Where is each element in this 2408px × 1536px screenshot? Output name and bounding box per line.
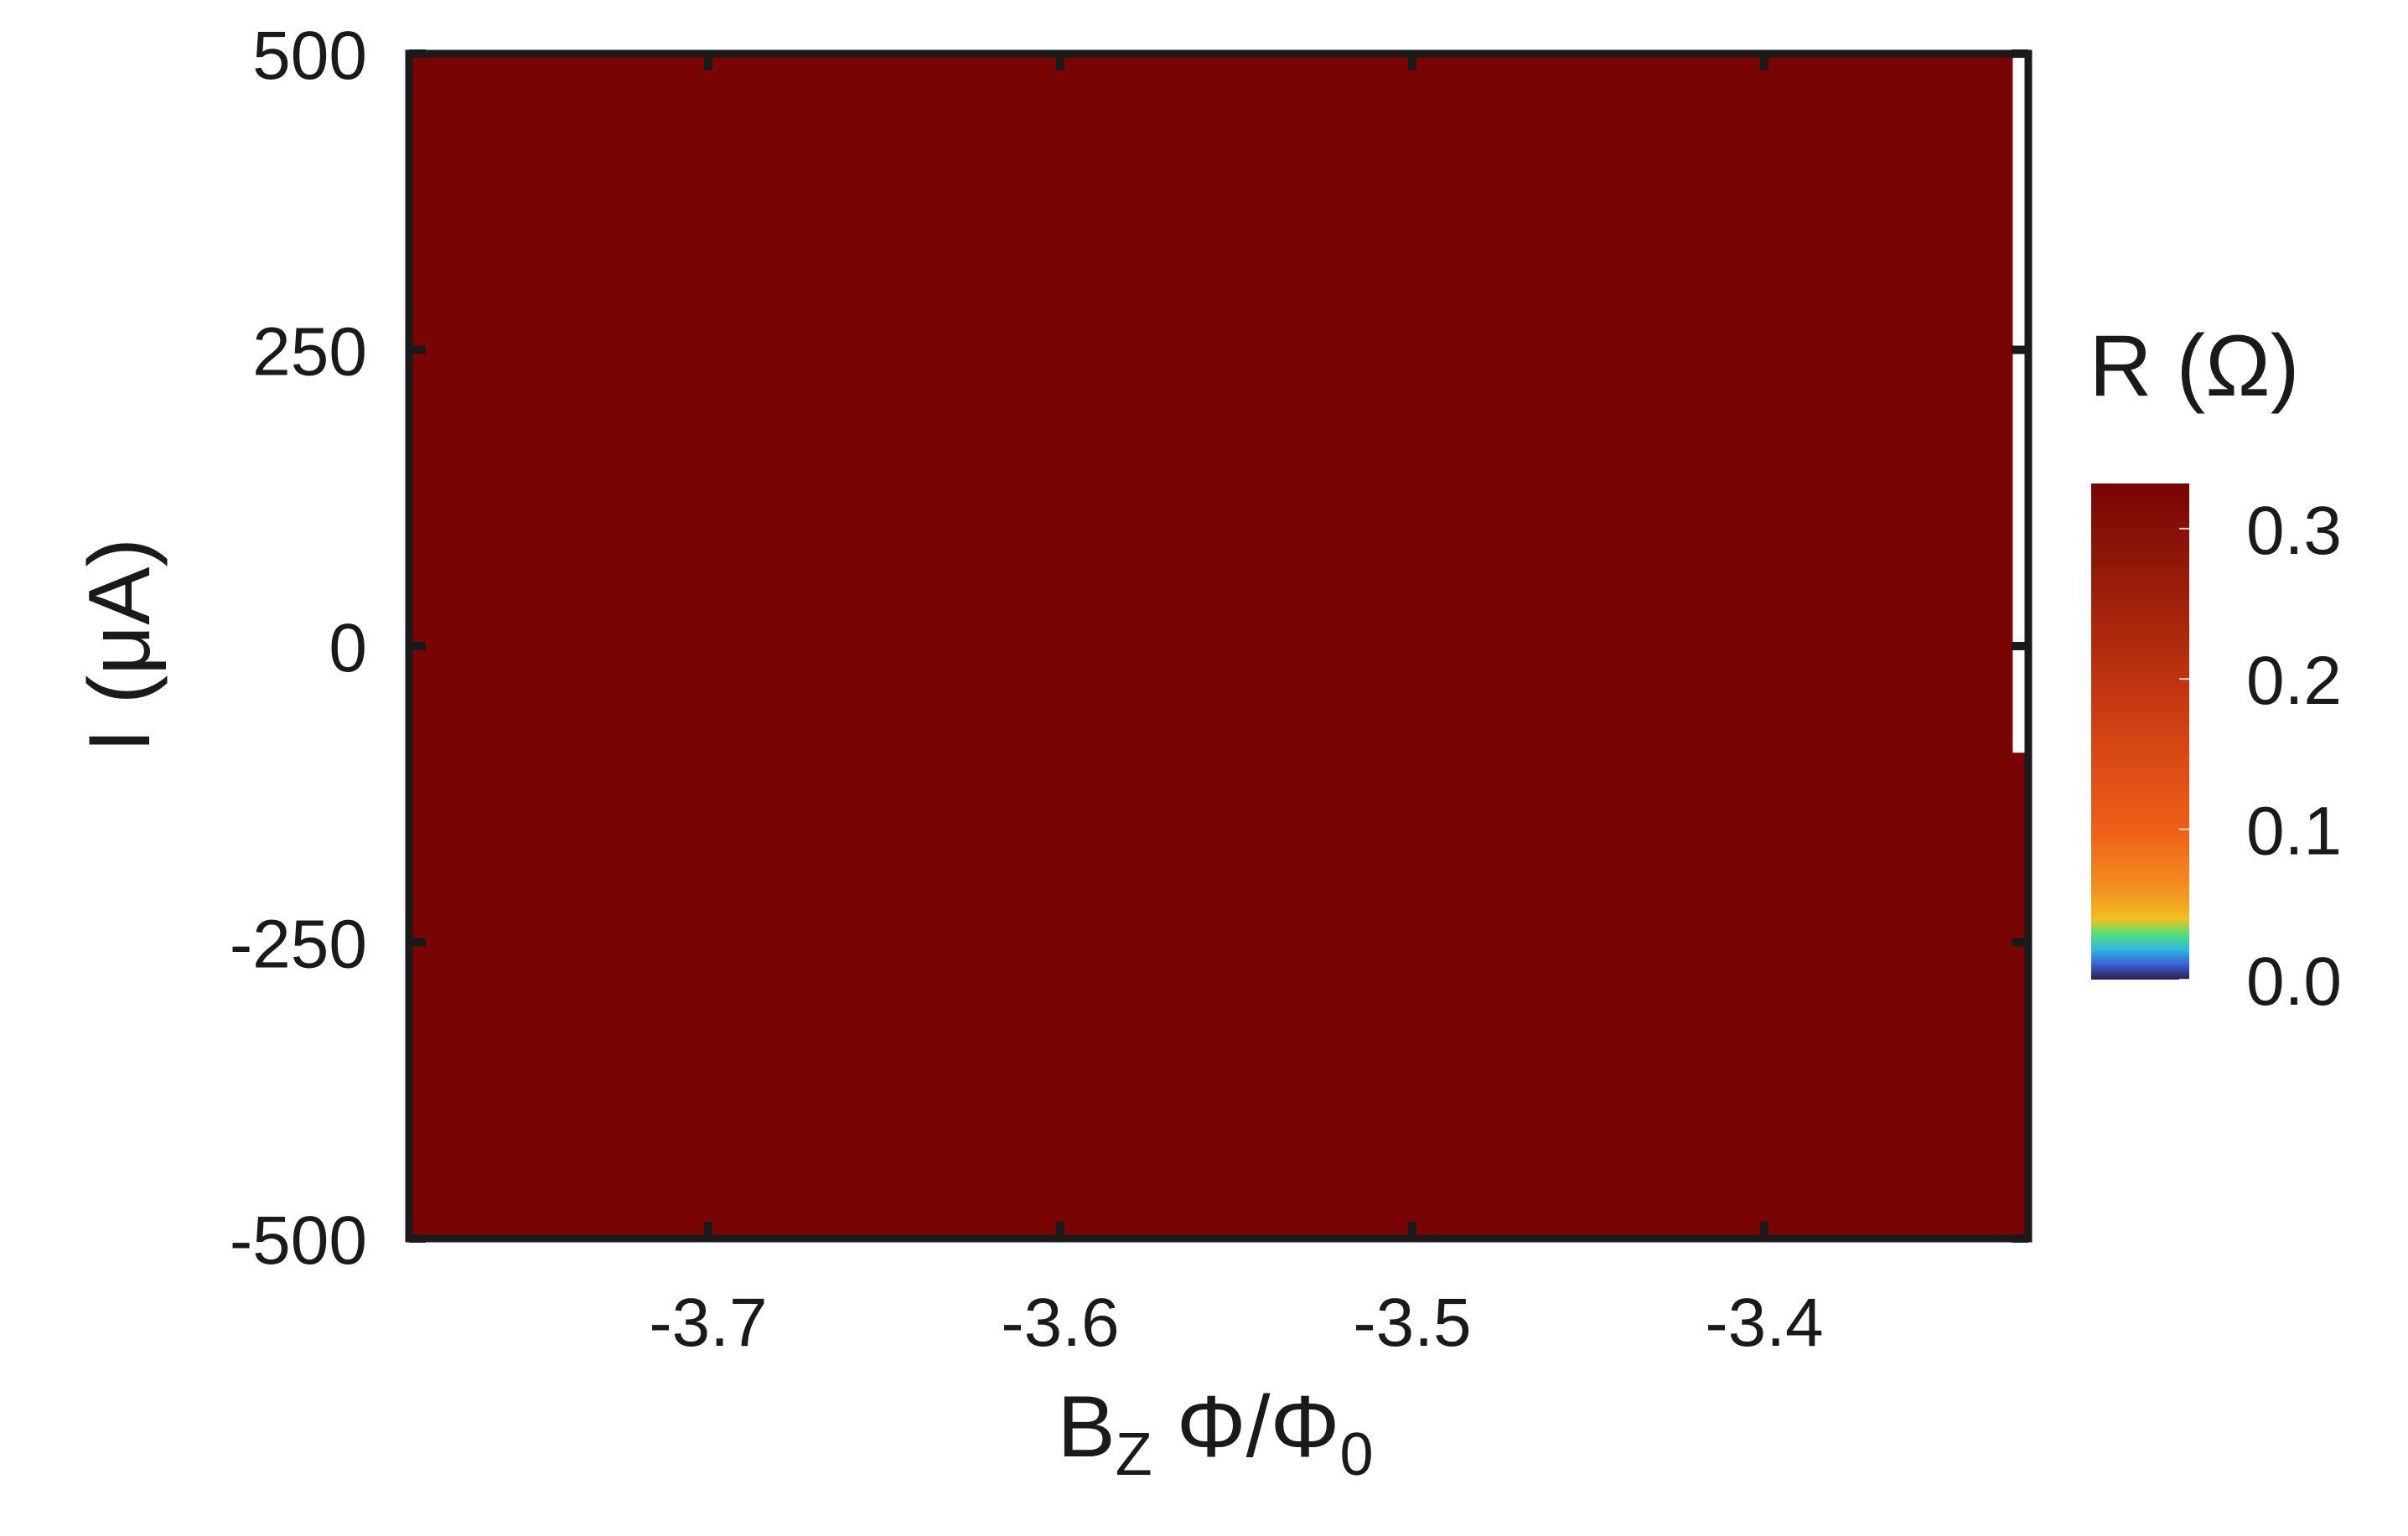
- colorbar-gradient: [2091, 484, 2189, 980]
- heatmap-fill: [409, 54, 2028, 1239]
- y-tick-label: -500: [230, 1202, 367, 1279]
- plot-area: [405, 49, 2033, 1243]
- x-axis-label-subscript: Z: [1116, 1421, 1152, 1488]
- colorbar-ticks: [2179, 527, 2189, 980]
- y-tick-label: -250: [230, 907, 367, 983]
- missing-data-regions: [2012, 54, 2028, 753]
- x-tick-label: -3.6: [1001, 1285, 1119, 1361]
- colorbar-tick-label: 0.3: [2246, 493, 2342, 569]
- y-tick-label: 250: [252, 314, 367, 390]
- y-axis-label: I (μA): [71, 538, 168, 752]
- x-tick-label: -3.5: [1353, 1285, 1471, 1361]
- colorbar-tick-label: 0.1: [2246, 794, 2342, 870]
- x-tick-label: -3.7: [649, 1285, 767, 1361]
- x-axis-label-subscript-2: 0: [1340, 1421, 1374, 1488]
- colorbar-label: R (Ω): [2089, 318, 2299, 415]
- missing-data-region: [2012, 54, 2028, 753]
- colorbar-tick-labels: 0.0 0.1 0.2 0.3: [2246, 493, 2342, 1020]
- y-tick-label: 0: [329, 610, 367, 686]
- x-axis-label: BZ Φ/Φ0: [1057, 1378, 1373, 1488]
- colorbar-tick-label: 0.0: [2246, 944, 2342, 1020]
- plot-frame: [405, 49, 2033, 1243]
- colorbar-tick-label: 0.2: [2246, 643, 2342, 719]
- y-axis-tick-labels: 500 250 0 -250 -500: [230, 18, 367, 1279]
- colorbar: R (Ω) 0.0 0.1 0.2 0.3: [2089, 318, 2342, 1020]
- y-tick-label: 500: [252, 18, 367, 94]
- x-axis-tick-labels: -3.7 -3.6 -3.5 -3.4: [649, 1285, 1823, 1361]
- x-tick-label: -3.4: [1705, 1285, 1823, 1361]
